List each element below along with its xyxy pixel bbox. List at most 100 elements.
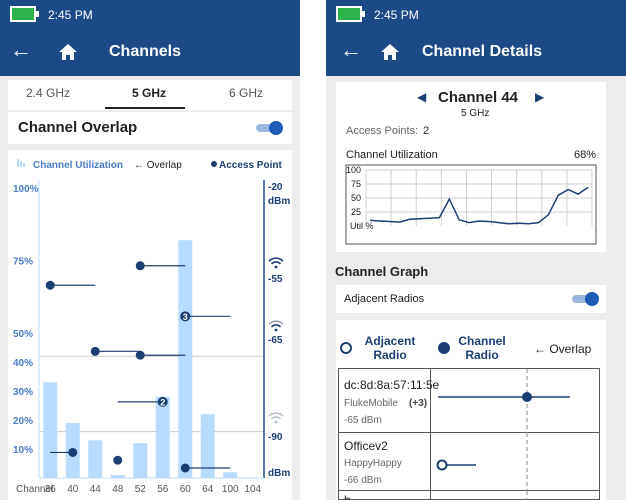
x-tick-label: 60 [180, 484, 192, 495]
status-bar: 2:45 PM [326, 0, 626, 28]
radio-row-partial[interactable]: b [339, 491, 599, 500]
battery-icon [10, 6, 39, 22]
radio-list: dc:8d:8a:57:11:5e FlukeMobile (+3) -65 d… [338, 368, 600, 500]
channel-details-screen: 2:45 PM ← Channel Details ◀ Channel 44 ▶… [326, 0, 626, 500]
channels-screen: 2:45 PM ← Channels 2.4 GHz 5 GHz 6 GHz C… [0, 0, 300, 500]
y-tick-label: 100 [346, 165, 361, 175]
back-arrow-icon[interactable]: ← [340, 37, 362, 62]
channel-graph-card: Adjacent Radio Channel Radio ← Overlap d… [336, 320, 606, 500]
access-point-marker [90, 346, 100, 356]
adjacent-radio-marker [436, 459, 448, 471]
page-title: Channel Details [422, 43, 543, 60]
radio-id: b [344, 493, 351, 500]
x-tick-label: 44 [90, 484, 102, 495]
y-left-tick-label: 30% [13, 387, 33, 398]
tab-6-ghz[interactable]: 6 GHz [228, 86, 263, 100]
access-points-value: 2 [423, 125, 430, 137]
graph-legend [340, 342, 450, 354]
radio-overlap-graph [436, 433, 528, 491]
access-point-marker [180, 311, 191, 322]
utilization-label: Channel Utilization [346, 149, 438, 161]
adjacent-radios-label: Adjacent Radios [344, 293, 425, 305]
bar-legend-icon [17, 159, 25, 167]
x-tick-label: 36 [45, 484, 57, 495]
legend-overlap: ← Overlap [134, 160, 182, 171]
x-tick-label: 56 [157, 484, 169, 495]
prev-channel-button[interactable]: ◀ [417, 90, 427, 104]
utilization-bar [223, 472, 238, 478]
radio-row[interactable]: dc:8d:8a:57:11:5e FlukeMobile (+3) -65 d… [339, 369, 599, 433]
utilization-bar [88, 440, 103, 478]
section-title: Channel Overlap [18, 119, 138, 136]
radio-id: dc:8d:8a:57:11:5e [344, 378, 440, 392]
radio-rssi: -65 dBm [344, 415, 382, 426]
band-tabs: 2.4 GHz 5 GHz 6 GHz [8, 80, 292, 110]
legend-utilization: Channel Utilization [33, 160, 123, 171]
overlap-chart: Channel Utilization ← Overlap Access Poi… [13, 159, 290, 495]
tab-2-4-ghz[interactable]: 2.4 GHz [25, 86, 70, 100]
utilization-line-chart: 100 75 50 25 Util % [345, 164, 597, 245]
y-right-tick-label: dBm [268, 468, 290, 479]
y-right-tick-label: dBm [268, 196, 290, 207]
legend-channel-radio: Channel Radio [458, 334, 506, 362]
y-right-tick-label: -20 [268, 182, 283, 193]
x-tick-label: 48 [112, 484, 124, 495]
y-left-tick-label: 75% [13, 257, 33, 268]
overlap-chart-card: Channel Utilization ← Overlap Access Poi… [8, 150, 292, 500]
legend: Channel Utilization ← Overlap Access Poi… [17, 159, 282, 171]
wifi-icon-weak [268, 412, 284, 424]
overlap-toggle[interactable] [256, 121, 283, 135]
access-point-marker [157, 396, 168, 407]
y-tick-label: 75 [351, 179, 361, 189]
radio-rssi: -66 dBm [344, 475, 382, 486]
home-icon[interactable] [58, 42, 78, 62]
x-tick-label: 100 [222, 484, 239, 495]
status-time: 2:45 PM [374, 8, 419, 22]
utilization-bar [133, 443, 148, 478]
access-point-marker [113, 455, 123, 465]
radio-id: Officev2 [344, 439, 388, 453]
tab-5-ghz[interactable]: 5 GHz [131, 86, 166, 100]
app-bar: ← Channel Details [326, 28, 626, 76]
next-channel-button[interactable]: ▶ [535, 90, 545, 104]
radio-row[interactable]: Officev2 HappyHappy -66 dBm [339, 433, 599, 491]
graph-title: Channel Graph [335, 264, 429, 279]
access-point-legend-icon [211, 161, 217, 167]
app-bar: ← Channels [0, 28, 300, 76]
access-point-marker [180, 463, 190, 473]
utilization-value: 68% [574, 149, 597, 161]
access-point-count: 2 [160, 397, 165, 407]
access-points-label: Access Points: [346, 125, 419, 137]
util-axis-label: Util % [350, 221, 374, 231]
channel-radio-icon [438, 342, 450, 354]
y-right-tick-label: -90 [268, 432, 283, 443]
access-point-marker [135, 350, 145, 360]
status-bar: 2:45 PM [0, 0, 300, 28]
x-tick-label: 64 [202, 484, 214, 495]
adjacent-radios-toggle[interactable] [572, 292, 599, 306]
y-right-tick-label: -65 [268, 335, 283, 346]
legend-overlap: ← Overlap [534, 342, 592, 356]
battery-icon [336, 6, 365, 22]
access-point-marker [68, 447, 78, 457]
utilization-bar [178, 240, 193, 478]
y-left-tick-label: 10% [13, 445, 33, 456]
access-point-count: 3 [183, 312, 188, 322]
x-tick-label: 104 [244, 484, 261, 495]
band-label: 5 GHz [461, 108, 490, 119]
x-tick-label: 40 [67, 484, 79, 495]
y-tick-label: 50 [351, 193, 361, 203]
home-icon[interactable] [380, 42, 400, 62]
x-tick-label: 52 [135, 484, 147, 495]
channel-summary-card: ◀ Channel 44 ▶ 5 GHz Access Points: 2 Ch… [336, 82, 606, 252]
overlap-header: Channel Overlap [8, 112, 292, 144]
utilization-series-line [369, 186, 589, 225]
back-arrow-icon[interactable]: ← [10, 37, 32, 62]
wifi-icon-strong [268, 257, 284, 269]
access-point-marker [45, 280, 55, 290]
utilization-bar [155, 396, 170, 478]
channel-name: Channel 44 [438, 89, 519, 106]
utilization-bar [110, 475, 125, 478]
y-right-tick-label: -55 [268, 274, 283, 285]
page-title: Channels [109, 43, 182, 60]
